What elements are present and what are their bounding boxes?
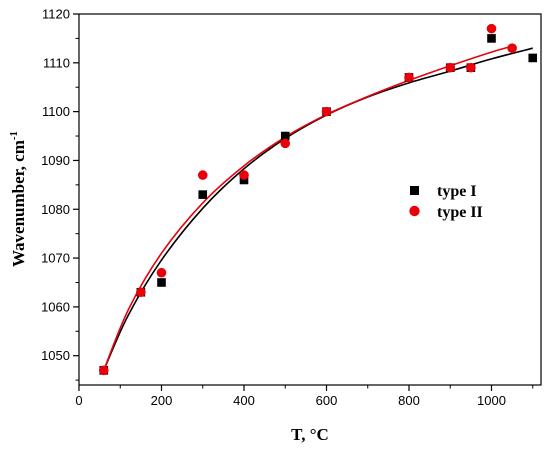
point-type-i (487, 34, 496, 43)
point-type-ii (445, 62, 456, 73)
point-type-ii (486, 23, 497, 34)
ticks-layer: 0 200 400 600 800 1000 1050 1060 1070 1080 1090 110… (41, 7, 534, 408)
legend-label-type-ii: type II (437, 204, 483, 221)
x-axis-title: T, °C (291, 425, 329, 444)
y-tick-label: 1080 (41, 202, 70, 217)
point-type-ii (98, 365, 109, 376)
legend-marker-type-i (410, 186, 419, 195)
y-tick-label: 1110 (43, 55, 70, 70)
x-tick-label: 800 (398, 393, 420, 408)
legend-marker-type-ii (409, 205, 420, 217)
x-tick-label: 400 (233, 393, 255, 408)
point-type-i (528, 53, 538, 63)
point-type-i (280, 131, 290, 141)
y-tick-label: 1120 (42, 7, 70, 22)
y-tick-label: 1050 (41, 348, 70, 363)
y-tick-label: 1090 (41, 153, 70, 168)
y-axis-title: Wavenumber, cm-1 (8, 131, 28, 267)
point-type-i (198, 190, 208, 199)
x-tick-label: 0 (75, 393, 82, 408)
legend-label-type-i: type I (437, 183, 477, 200)
point-type-ii (404, 72, 414, 83)
point-type-ii (197, 170, 208, 180)
y-axis-title-superscript: -1 (8, 131, 20, 140)
y-axis-title-main: Wavenumber, cm (9, 140, 28, 267)
y-tick-label: 1060 (41, 299, 70, 314)
point-type-i (157, 278, 166, 287)
point-type-ii (321, 106, 332, 117)
plot-frame (78, 13, 542, 386)
data-points (98, 23, 538, 376)
point-type-ii (156, 267, 167, 278)
y-tick-label: 1100 (42, 104, 70, 119)
point-type-ii (280, 138, 291, 149)
x-tick-label: 200 (151, 393, 173, 408)
point-type-ii (239, 170, 249, 180)
legend: type I type II (409, 183, 483, 221)
point-type-ii (507, 43, 517, 53)
x-tick-label: 600 (316, 393, 338, 408)
y-tick-label: 1070 (41, 251, 70, 266)
point-type-ii (136, 287, 146, 298)
x-tick-label: 1000 (477, 393, 506, 408)
point-type-i (239, 175, 249, 185)
point-type-ii (466, 62, 476, 73)
